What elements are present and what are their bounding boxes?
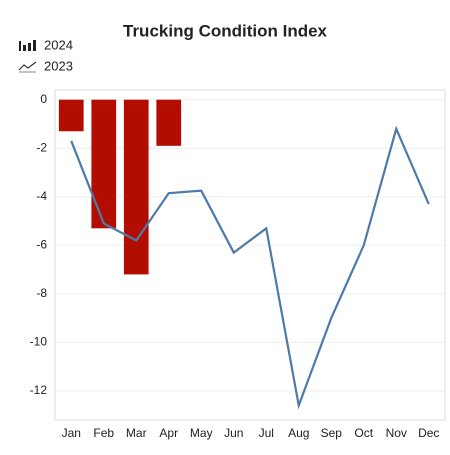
chart-title: Trucking Condition Index [123, 21, 328, 40]
x-tick-label: Jul [259, 426, 274, 440]
x-tick-label: Mar [126, 426, 147, 440]
y-tick-label: 0 [40, 92, 47, 106]
bar [91, 99, 117, 229]
x-tick-label: Apr [159, 426, 178, 440]
plot-frame [54, 89, 446, 421]
bar [58, 99, 84, 132]
legend-label: 2023 [44, 58, 73, 73]
x-tick-label: Feb [93, 426, 114, 440]
x-tick-label: Sep [321, 426, 343, 440]
x-tick-label: Jan [62, 426, 81, 440]
x-tick-label: Dec [418, 426, 439, 440]
legend-label: 2024 [44, 37, 73, 52]
x-tick-label: May [190, 426, 213, 440]
x-tick-label: Oct [354, 426, 373, 440]
y-tick-label: -12 [30, 383, 48, 397]
bar [123, 99, 149, 275]
legend-icon-line [18, 61, 37, 73]
y-tick-label: -6 [36, 237, 47, 251]
y-tick-label: -10 [30, 335, 48, 349]
y-tick-label: -2 [36, 140, 47, 154]
x-tick-label: Aug [288, 426, 309, 440]
line [70, 125, 430, 410]
legend-icon-bar [19, 40, 36, 51]
bar [156, 99, 182, 146]
y-tick-label: -8 [36, 286, 47, 300]
x-tick-label: Jun [224, 426, 243, 440]
legend: 2024 2023 [18, 37, 73, 73]
x-tick-label: Nov [386, 426, 407, 440]
y-tick-label: -4 [36, 189, 47, 203]
